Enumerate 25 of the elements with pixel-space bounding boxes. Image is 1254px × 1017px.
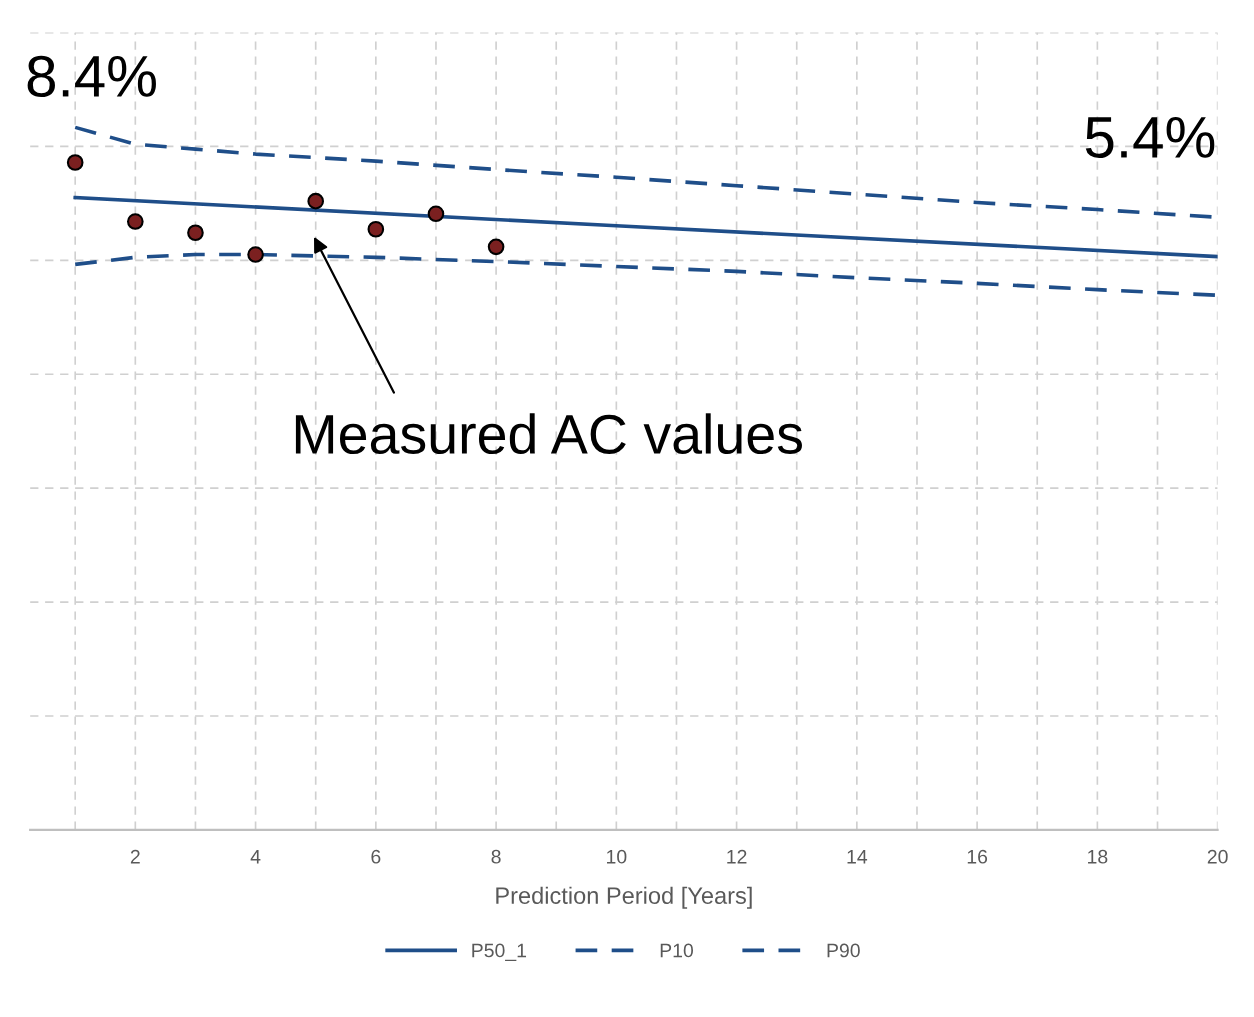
point xyxy=(307,192,325,210)
x-axis-title: Prediction Period [Years] xyxy=(496,886,752,909)
point xyxy=(427,205,445,223)
x-tick-label: 8 xyxy=(491,849,501,864)
x-tick-label: 6 xyxy=(371,849,381,864)
point xyxy=(126,213,144,230)
x-tick-label: 2 xyxy=(130,849,140,864)
annotation: Measured AC values xyxy=(295,413,802,455)
legend-label: P90 xyxy=(827,943,860,958)
text: 8.4% xyxy=(27,55,156,98)
x-tick-label: 10 xyxy=(607,849,627,864)
x-tick-label: 18 xyxy=(1088,849,1108,864)
x-tick-label: 20 xyxy=(1207,849,1228,864)
point xyxy=(487,238,505,256)
point xyxy=(367,220,385,238)
x-tick-label: 12 xyxy=(727,849,747,864)
point xyxy=(247,246,264,263)
point xyxy=(187,224,204,242)
annotation: 5.4% xyxy=(1085,116,1215,159)
x-tick-label: 16 xyxy=(967,849,988,864)
legend-label: P10 xyxy=(660,943,694,958)
x-tick-label: 14 xyxy=(847,850,868,864)
point xyxy=(66,154,84,171)
legend-label: P50_1 xyxy=(472,943,527,962)
x-tick-label: 4 xyxy=(250,850,261,864)
